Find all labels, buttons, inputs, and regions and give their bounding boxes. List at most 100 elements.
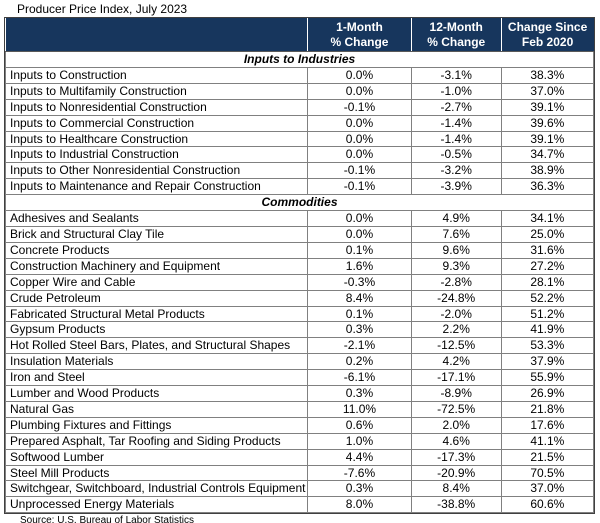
cell-12-month-change: -72.5% [410, 400, 502, 418]
ppi-table: 1-Month% Change 12-Month% Change Change … [4, 18, 595, 514]
cell-12-month-change: -17.3% [410, 448, 502, 466]
cell-1-month-change: 0.1% [307, 241, 412, 259]
cell-1-month-change: 0.0% [307, 130, 412, 148]
col-header-1-month-line2: % Change [330, 34, 389, 49]
cell-12-month-change: 2.2% [410, 321, 502, 339]
cell-1-month-change: 8.4% [307, 289, 412, 307]
cell-1-month-change: 1.0% [307, 432, 412, 450]
table-row: Inputs to Nonresidential Construction -0… [4, 98, 595, 116]
row-label: Insulation Materials [4, 353, 309, 371]
cell-change-since-feb-2020: 55.9% [500, 369, 595, 387]
cell-1-month-change: 0.3% [307, 385, 412, 402]
cell-12-month-change: -2.0% [410, 305, 502, 323]
cell-1-month-change: 0.0% [307, 225, 412, 243]
cell-change-since-feb-2020: 39.6% [500, 114, 595, 132]
cell-12-month-change: -3.9% [410, 178, 502, 196]
cell-change-since-feb-2020: 38.9% [500, 162, 595, 180]
row-label: Inputs to Other Nonresidential Construct… [4, 162, 309, 180]
cell-1-month-change: 0.1% [307, 305, 412, 323]
table-row: Softwood Lumber 4.4% -17.3% 21.5% [4, 448, 595, 466]
row-label: Plumbing Fixtures and Fittings [4, 416, 309, 434]
cell-1-month-change: -7.6% [307, 464, 412, 482]
cell-12-month-change: 4.2% [410, 353, 502, 371]
table-row: Natural Gas 11.0% -72.5% 21.8% [4, 400, 595, 418]
table-row: Inputs to Commercial Construction 0.0% -… [4, 114, 595, 132]
cell-change-since-feb-2020: 38.3% [500, 66, 595, 84]
cell-change-since-feb-2020: 39.1% [500, 98, 595, 116]
cell-change-since-feb-2020: 52.2% [500, 289, 595, 307]
cell-1-month-change: 0.0% [307, 210, 412, 227]
col-header-12-month-line1: 12-Month [429, 20, 483, 34]
ppi-table-frame: 1-Month% Change 12-Month% Change Change … [4, 17, 595, 515]
table-row: Brick and Structural Clay Tile 0.0% 7.6%… [4, 225, 595, 243]
cell-change-since-feb-2020: 34.1% [500, 210, 595, 227]
cell-12-month-change: 9.3% [410, 257, 502, 275]
row-label: Adhesives and Sealants [4, 210, 309, 227]
row-label: Construction Machinery and Equipment [4, 257, 309, 275]
cell-change-since-feb-2020: 51.2% [500, 305, 595, 323]
cell-change-since-feb-2020: 41.9% [500, 321, 595, 339]
table-row: Crude Petroleum 8.4% -24.8% 52.2% [4, 289, 595, 307]
row-label: Fabricated Structural Metal Products [4, 305, 309, 323]
cell-1-month-change: 11.0% [307, 400, 412, 418]
cell-12-month-change: 7.6% [410, 225, 502, 243]
row-label: Iron and Steel [4, 369, 309, 387]
row-label: Switchgear, Switchboard, Industrial Cont… [4, 480, 309, 498]
cell-change-since-feb-2020: 53.3% [500, 337, 595, 355]
cell-change-since-feb-2020: 25.0% [500, 225, 595, 243]
table-row: Inputs to Healthcare Construction 0.0% -… [4, 130, 595, 148]
row-label: Brick and Structural Clay Tile [4, 225, 309, 243]
cell-12-month-change: -2.7% [410, 98, 502, 116]
cell-12-month-change: -12.5% [410, 337, 502, 355]
cell-1-month-change: -0.1% [307, 162, 412, 180]
table-body: Inputs to Industries Inputs to Construct… [4, 51, 595, 514]
cell-1-month-change: 1.6% [307, 257, 412, 275]
column-header-row: 1-Month% Change 12-Month% Change Change … [5, 18, 594, 52]
table-row: Inputs to Maintenance and Repair Constru… [4, 178, 595, 196]
row-label: Inputs to Nonresidential Construction [4, 98, 309, 116]
cell-12-month-change: -1.4% [410, 114, 502, 132]
row-label: Crude Petroleum [4, 289, 309, 307]
cell-1-month-change: 0.0% [307, 82, 412, 100]
cell-change-since-feb-2020: 37.9% [500, 353, 595, 371]
cell-change-since-feb-2020: 60.6% [500, 496, 595, 514]
cell-change-since-feb-2020: 39.1% [500, 130, 595, 148]
row-label: Inputs to Multifamily Construction [4, 82, 309, 100]
table-row: Unprocessed Energy Materials 8.0% -38.8%… [4, 496, 595, 514]
table-row: Switchgear, Switchboard, Industrial Cont… [4, 480, 595, 498]
cell-1-month-change: -0.1% [307, 178, 412, 196]
cell-12-month-change: -3.2% [410, 162, 502, 180]
table-row: Construction Machinery and Equipment 1.6… [4, 257, 595, 275]
cell-12-month-change: -1.0% [410, 82, 502, 100]
section-label: Inputs to Industries [5, 51, 594, 68]
col-header-12-month: 12-Month% Change [410, 18, 502, 52]
col-header-change-since-feb-2020: Change Since Feb 2020 [500, 18, 594, 52]
col-header-1-month-line1: 1-Month [336, 20, 383, 34]
row-label: Concrete Products [4, 241, 309, 259]
col-header-12-month-line2: % Change [427, 34, 486, 49]
table-row: Gypsum Products 0.3% 2.2% 41.9% [4, 321, 595, 339]
row-label: Inputs to Industrial Construction [4, 146, 309, 164]
cell-change-since-feb-2020: 31.6% [500, 241, 595, 259]
cell-12-month-change: -20.9% [410, 464, 502, 482]
col-header-change-since-line2: Feb 2020 [521, 34, 574, 49]
table-row: Plumbing Fixtures and Fittings 0.6% 2.0%… [4, 416, 595, 434]
cell-change-since-feb-2020: 70.5% [500, 464, 595, 482]
row-label: Unprocessed Energy Materials [4, 496, 309, 514]
section-header-row: Commodities [5, 194, 594, 212]
table-row: Insulation Materials 0.2% 4.2% 37.9% [4, 353, 595, 371]
cell-1-month-change: 0.3% [307, 321, 412, 339]
cell-1-month-change: -0.1% [307, 98, 412, 116]
cell-1-month-change: 0.2% [307, 353, 412, 371]
section-label: Commodities [5, 194, 594, 212]
cell-12-month-change: -2.8% [410, 273, 502, 291]
row-label: Natural Gas [4, 400, 309, 418]
cell-12-month-change: 4.9% [410, 210, 502, 227]
row-label: Inputs to Maintenance and Repair Constru… [4, 178, 309, 196]
cell-12-month-change: -17.1% [410, 369, 502, 387]
cell-12-month-change: 8.4% [410, 480, 502, 498]
cell-1-month-change: 0.6% [307, 416, 412, 434]
cell-12-month-change: -38.8% [410, 496, 502, 514]
table-row: Lumber and Wood Products 0.3% -8.9% 26.9… [4, 385, 595, 402]
